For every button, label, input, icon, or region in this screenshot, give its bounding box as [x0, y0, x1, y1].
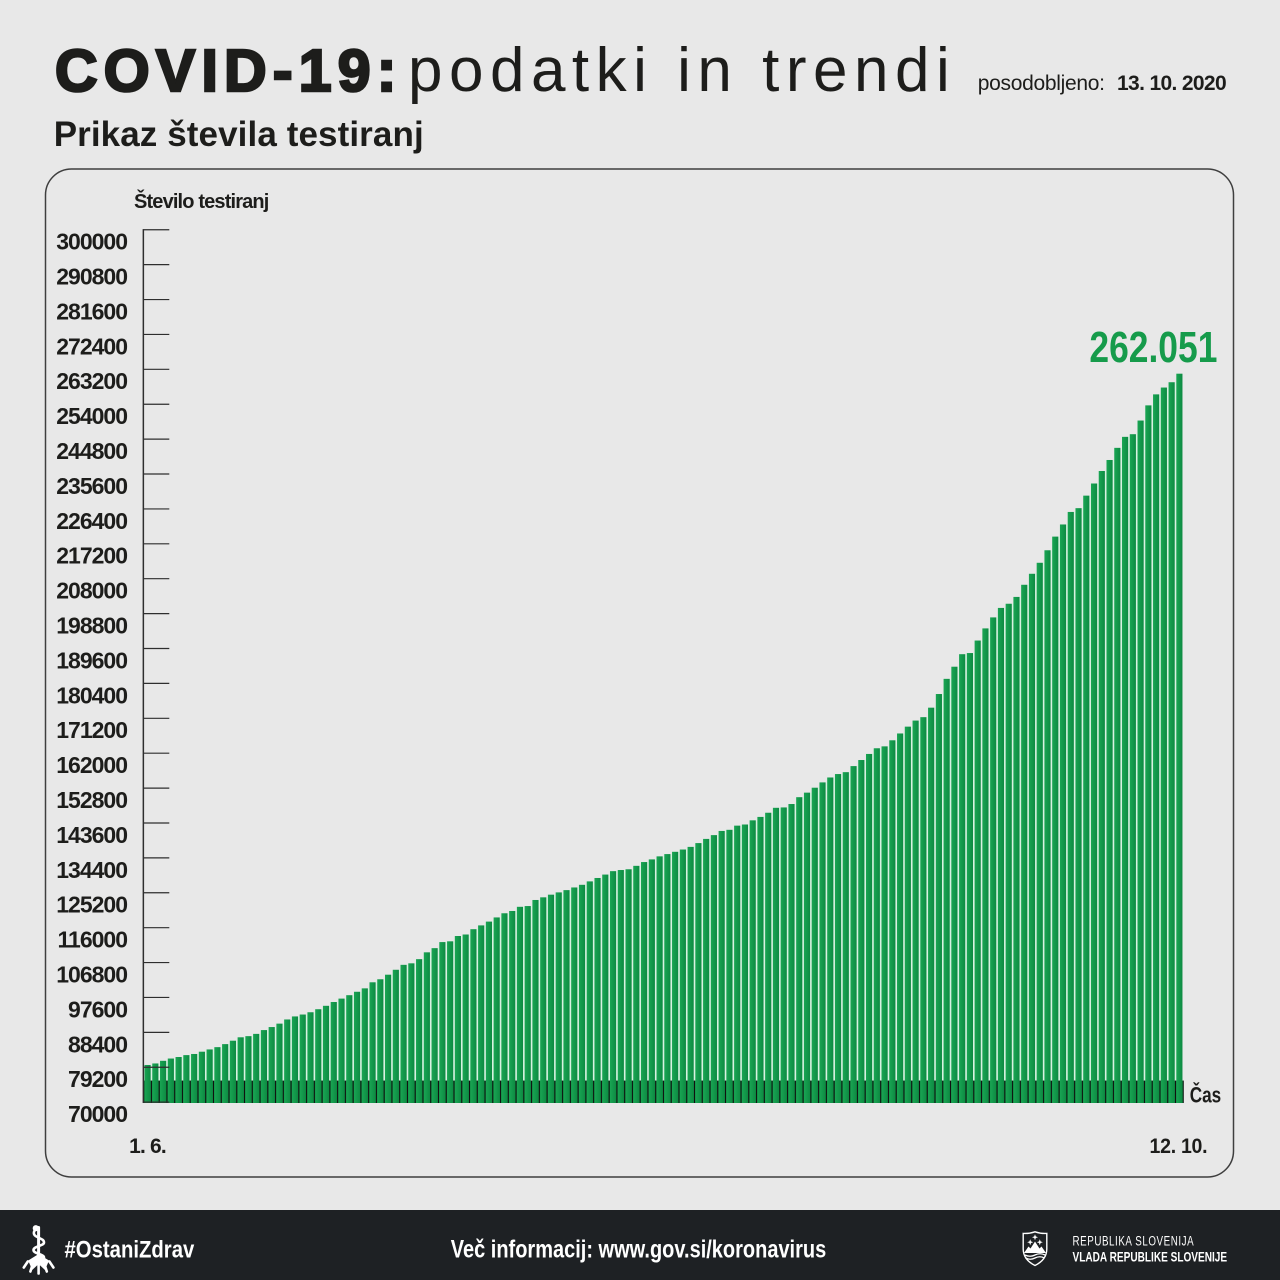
svg-text:106800: 106800 [56, 961, 127, 987]
svg-text:171200: 171200 [56, 717, 127, 743]
svg-text:217200: 217200 [56, 543, 127, 569]
svg-text:300000: 300000 [56, 229, 127, 255]
svg-text:143600: 143600 [56, 822, 127, 848]
svg-text:125200: 125200 [56, 892, 127, 918]
svg-text:180400: 180400 [56, 682, 127, 708]
svg-text:244800: 244800 [56, 438, 127, 464]
svg-text:1. 6.: 1. 6. [129, 1135, 166, 1158]
svg-text:272400: 272400 [56, 333, 127, 359]
svg-text:198800: 198800 [56, 613, 127, 639]
svg-text:Prikaz števila testiranj: Prikaz števila testiranj [54, 115, 424, 154]
svg-text:116000: 116000 [58, 927, 128, 953]
svg-text:235600: 235600 [56, 473, 127, 499]
svg-text:152800: 152800 [56, 787, 127, 813]
svg-text:Število testiranj: Število testiranj [134, 189, 269, 213]
svg-text:208000: 208000 [56, 578, 127, 604]
svg-text:254000: 254000 [56, 403, 127, 429]
svg-text:posodobljeno:: posodobljeno: [978, 72, 1105, 95]
svg-text:88400: 88400 [68, 1031, 127, 1057]
svg-text:189600: 189600 [56, 647, 127, 673]
svg-text:COVID-19:: COVID-19: [55, 38, 403, 104]
svg-text:79200: 79200 [68, 1066, 127, 1092]
svg-text:263200: 263200 [56, 368, 127, 394]
svg-text:97600: 97600 [68, 996, 127, 1022]
svg-text:162000: 162000 [56, 752, 127, 778]
svg-text:Čas: Čas [1190, 1081, 1221, 1108]
svg-text:13. 10. 2020: 13. 10. 2020 [1117, 72, 1226, 95]
svg-text:70000: 70000 [68, 1101, 127, 1127]
svg-text:134400: 134400 [56, 857, 127, 883]
svg-text:REPUBLIKA SLOVENIJA: REPUBLIKA SLOVENIJA [1073, 1233, 1195, 1249]
svg-text:226400: 226400 [56, 508, 127, 534]
svg-text:281600: 281600 [56, 298, 127, 324]
svg-text:12. 10.: 12. 10. [1150, 1135, 1208, 1158]
svg-text:Več informacij: www.gov.si/kor: Več informacij: www.gov.si/koronavirus [451, 1235, 826, 1263]
svg-text:VLADA REPUBLIKE SLOVENIJE: VLADA REPUBLIKE SLOVENIJE [1073, 1249, 1228, 1265]
svg-text:#OstaniZdrav: #OstaniZdrav [65, 1236, 195, 1263]
svg-text:290800: 290800 [56, 264, 127, 290]
svg-text:podatki in trendi: podatki in trendi [408, 36, 956, 105]
svg-text:262.051: 262.051 [1089, 323, 1217, 371]
